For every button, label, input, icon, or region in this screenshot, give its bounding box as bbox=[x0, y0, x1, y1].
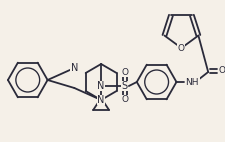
Text: O: O bbox=[177, 43, 184, 53]
Text: N: N bbox=[70, 63, 78, 73]
Text: N: N bbox=[97, 95, 104, 105]
Text: O: O bbox=[121, 67, 128, 77]
Text: O: O bbox=[121, 96, 128, 105]
Text: NH: NH bbox=[185, 78, 198, 86]
Text: S: S bbox=[121, 81, 127, 91]
Text: O: O bbox=[218, 65, 225, 75]
Text: N: N bbox=[97, 81, 104, 91]
